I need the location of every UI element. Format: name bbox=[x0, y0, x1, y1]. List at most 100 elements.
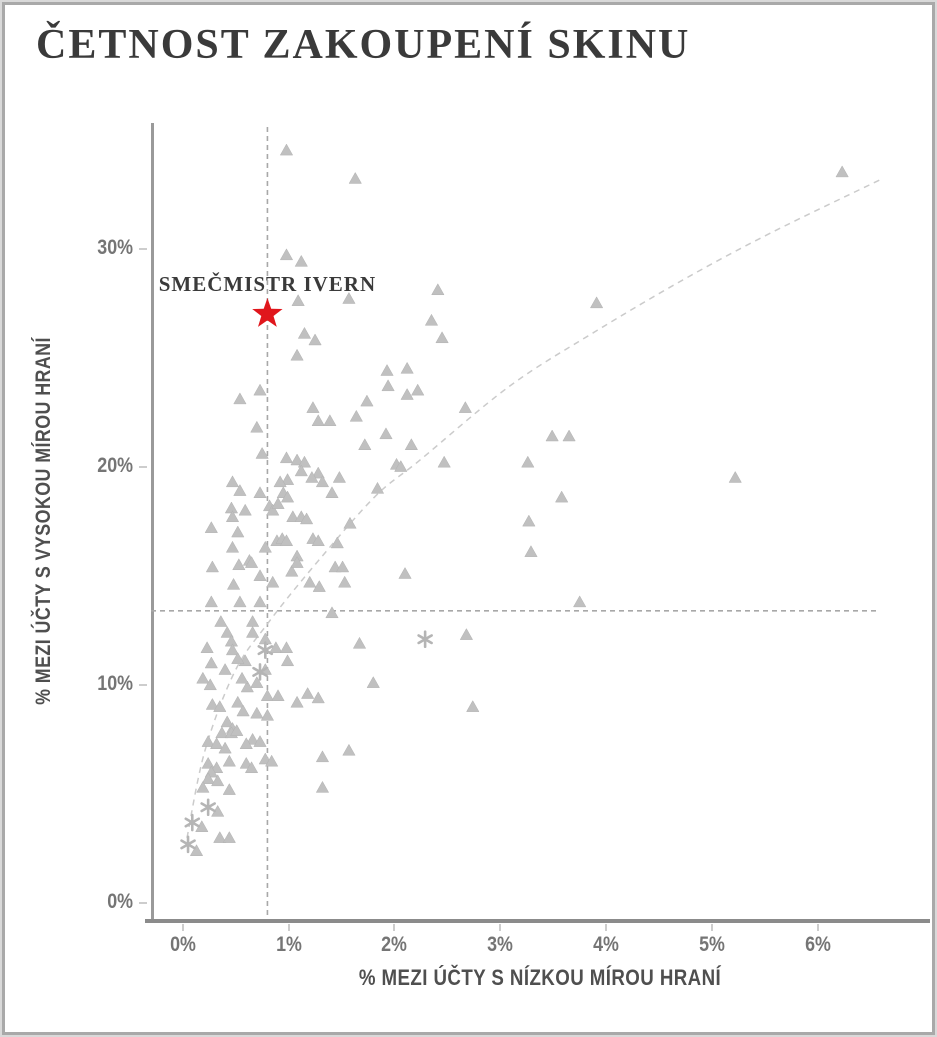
asterisk-marker bbox=[180, 839, 196, 850]
triangle-marker bbox=[250, 420, 264, 433]
triangle-marker bbox=[315, 780, 330, 793]
x-tick-label: 1% bbox=[275, 933, 302, 956]
triangle-marker bbox=[231, 695, 245, 708]
triangle-marker bbox=[335, 560, 350, 573]
triangle-marker bbox=[250, 706, 264, 719]
asterisk-marker bbox=[252, 666, 268, 677]
triangle-marker bbox=[233, 392, 247, 405]
triangle-marker bbox=[380, 364, 394, 376]
triangle-marker bbox=[524, 545, 538, 557]
triangle-marker bbox=[332, 470, 347, 483]
asterisk-marker bbox=[184, 817, 201, 828]
asterisk-marker bbox=[200, 802, 216, 813]
y-tick-label: 0% bbox=[107, 890, 133, 914]
triangle-marker bbox=[835, 165, 849, 178]
triangle-marker bbox=[230, 724, 244, 736]
triangle-marker bbox=[204, 595, 218, 608]
triangle-marker bbox=[555, 490, 569, 503]
triangle-marker bbox=[224, 501, 239, 514]
scatter-canvas bbox=[151, 127, 883, 919]
triangle-marker bbox=[271, 689, 285, 701]
triangle-marker bbox=[253, 569, 267, 581]
x-tick-label: 5% bbox=[699, 933, 725, 956]
triangle-marker bbox=[245, 615, 260, 627]
triangle-marker bbox=[411, 383, 425, 396]
triangle-marker bbox=[459, 628, 474, 640]
triangle-marker bbox=[222, 831, 236, 843]
x-tick-mark bbox=[499, 924, 502, 931]
triangle-marker bbox=[311, 691, 325, 704]
triangle-marker bbox=[215, 726, 229, 739]
triangle-marker bbox=[303, 575, 317, 588]
triangle-marker bbox=[280, 473, 295, 485]
triangle-marker bbox=[301, 687, 315, 699]
triangle-marker bbox=[349, 409, 363, 422]
plot-area: % MEZI ÚČTY S VYSOKOU MÍROU HRANÍ % MEZI… bbox=[32, 123, 930, 990]
triangle-marker bbox=[225, 475, 240, 488]
y-tick-label: 10% bbox=[97, 672, 133, 696]
triangle-marker bbox=[358, 438, 372, 450]
triangle-marker bbox=[299, 512, 314, 525]
triangle-marker bbox=[231, 525, 245, 538]
y-tick-mark bbox=[139, 247, 147, 250]
triangle-marker bbox=[265, 754, 279, 767]
triangle-marker bbox=[240, 680, 254, 693]
triangle-marker bbox=[286, 510, 300, 523]
x-tick-mark bbox=[605, 924, 608, 931]
triangle-marker bbox=[312, 580, 326, 592]
triangle-marker bbox=[522, 514, 536, 527]
triangle-marker bbox=[253, 383, 267, 396]
triangle-marker bbox=[211, 774, 225, 787]
triangle-marker bbox=[203, 678, 217, 691]
triangle-marker bbox=[220, 715, 234, 728]
triangle-marker bbox=[291, 294, 305, 306]
triangle-marker bbox=[226, 577, 241, 590]
triangle-marker bbox=[728, 470, 742, 483]
triangle-marker bbox=[222, 783, 236, 795]
triangle-marker bbox=[245, 732, 260, 745]
triangle-marker bbox=[366, 676, 380, 688]
triangle-marker bbox=[196, 780, 210, 793]
x-tick-mark bbox=[287, 924, 290, 931]
triangle-marker bbox=[271, 497, 285, 509]
x-tick-mark bbox=[710, 924, 713, 931]
triangle-marker bbox=[225, 510, 240, 523]
x-tick-label: 4% bbox=[593, 933, 620, 956]
triangle-marker bbox=[311, 466, 325, 479]
triangle-marker bbox=[294, 464, 308, 477]
triangle-marker bbox=[255, 446, 269, 459]
triangle-marker bbox=[290, 453, 304, 466]
triangle-marker bbox=[521, 455, 535, 468]
triangle-marker bbox=[466, 700, 480, 712]
triangle-marker bbox=[323, 414, 337, 426]
triangle-marker bbox=[244, 556, 259, 568]
asterisk-marker bbox=[257, 645, 274, 656]
x-tick-label: 3% bbox=[487, 933, 514, 956]
triangle-marker bbox=[279, 641, 294, 653]
triangle-marker bbox=[315, 475, 330, 488]
triangle-marker bbox=[213, 831, 227, 843]
asterisk-marker bbox=[417, 634, 433, 645]
chart-title: ČETNOST ZAKOUPENÍ SKINU bbox=[36, 22, 691, 68]
triangle-marker bbox=[400, 361, 414, 374]
triangle-marker bbox=[204, 656, 218, 669]
x-tick-label: 2% bbox=[381, 933, 408, 956]
triangle-marker bbox=[435, 331, 449, 344]
x-axis-title: % MEZI ÚČTY S NÍZKOU MÍROU HRANÍ bbox=[358, 965, 722, 990]
triangle-marker bbox=[325, 606, 339, 619]
triangle-marker bbox=[330, 536, 344, 549]
triangle-marker bbox=[201, 772, 215, 784]
triangle-marker bbox=[253, 595, 267, 608]
triangle-marker bbox=[352, 636, 367, 649]
triangle-marker bbox=[204, 521, 218, 533]
triangle-marker bbox=[218, 741, 232, 754]
triangle-marker bbox=[189, 844, 204, 856]
triangle-marker bbox=[545, 429, 559, 442]
triangle-marker bbox=[201, 756, 215, 769]
y-axis-spine bbox=[151, 123, 154, 919]
triangle-marker bbox=[404, 438, 419, 450]
x-tick-label: 6% bbox=[804, 933, 831, 956]
triangle-marker bbox=[213, 700, 227, 712]
